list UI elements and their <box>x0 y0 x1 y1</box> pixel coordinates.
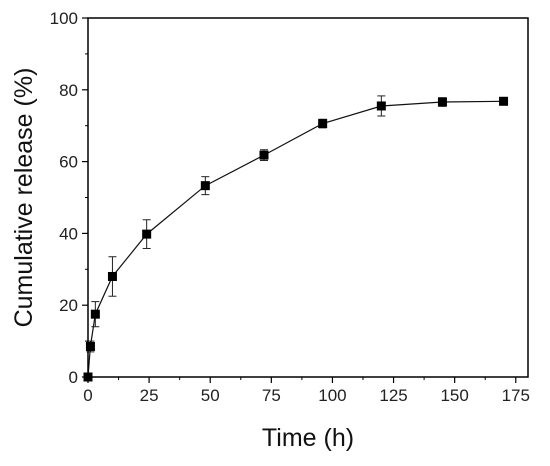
plot-frame <box>87 17 529 378</box>
x-tick-label: 100 <box>318 386 346 405</box>
y-axis-title: Cumulative release (%) <box>10 68 38 328</box>
y-tick-label: 0 <box>69 368 78 387</box>
data-point <box>142 229 152 239</box>
x-tick-label: 175 <box>502 386 530 405</box>
x-tick-label: 50 <box>201 386 220 405</box>
y-tick-label: 60 <box>59 153 78 172</box>
data-point <box>107 271 117 281</box>
x-tick-label: 125 <box>379 386 407 405</box>
data-point <box>499 96 509 106</box>
y-tick-label: 40 <box>59 224 78 243</box>
x-tick-label: 150 <box>440 386 468 405</box>
data-point <box>376 101 386 111</box>
y-tick-label: 80 <box>59 81 78 100</box>
x-tick-label: 25 <box>140 386 159 405</box>
series-line <box>87 100 504 378</box>
markers <box>83 96 509 382</box>
data-point <box>200 181 210 191</box>
y-tick-label: 20 <box>59 296 78 315</box>
y-ticks: 0 20 40 60 80 100 <box>50 9 88 387</box>
x-tick-label: 75 <box>262 386 281 405</box>
x-tick-label: 0 <box>83 386 92 405</box>
data-point <box>437 97 447 107</box>
data-point <box>259 150 269 160</box>
data-point <box>85 341 95 351</box>
data-point <box>90 309 100 319</box>
x-axis-title: Time (h) <box>262 424 354 452</box>
x-ticks: 0 25 50 75 100 125 150 175 <box>83 377 530 405</box>
y-tick-label: 100 <box>50 9 78 28</box>
error-bars <box>86 95 447 353</box>
data-point <box>318 119 328 129</box>
